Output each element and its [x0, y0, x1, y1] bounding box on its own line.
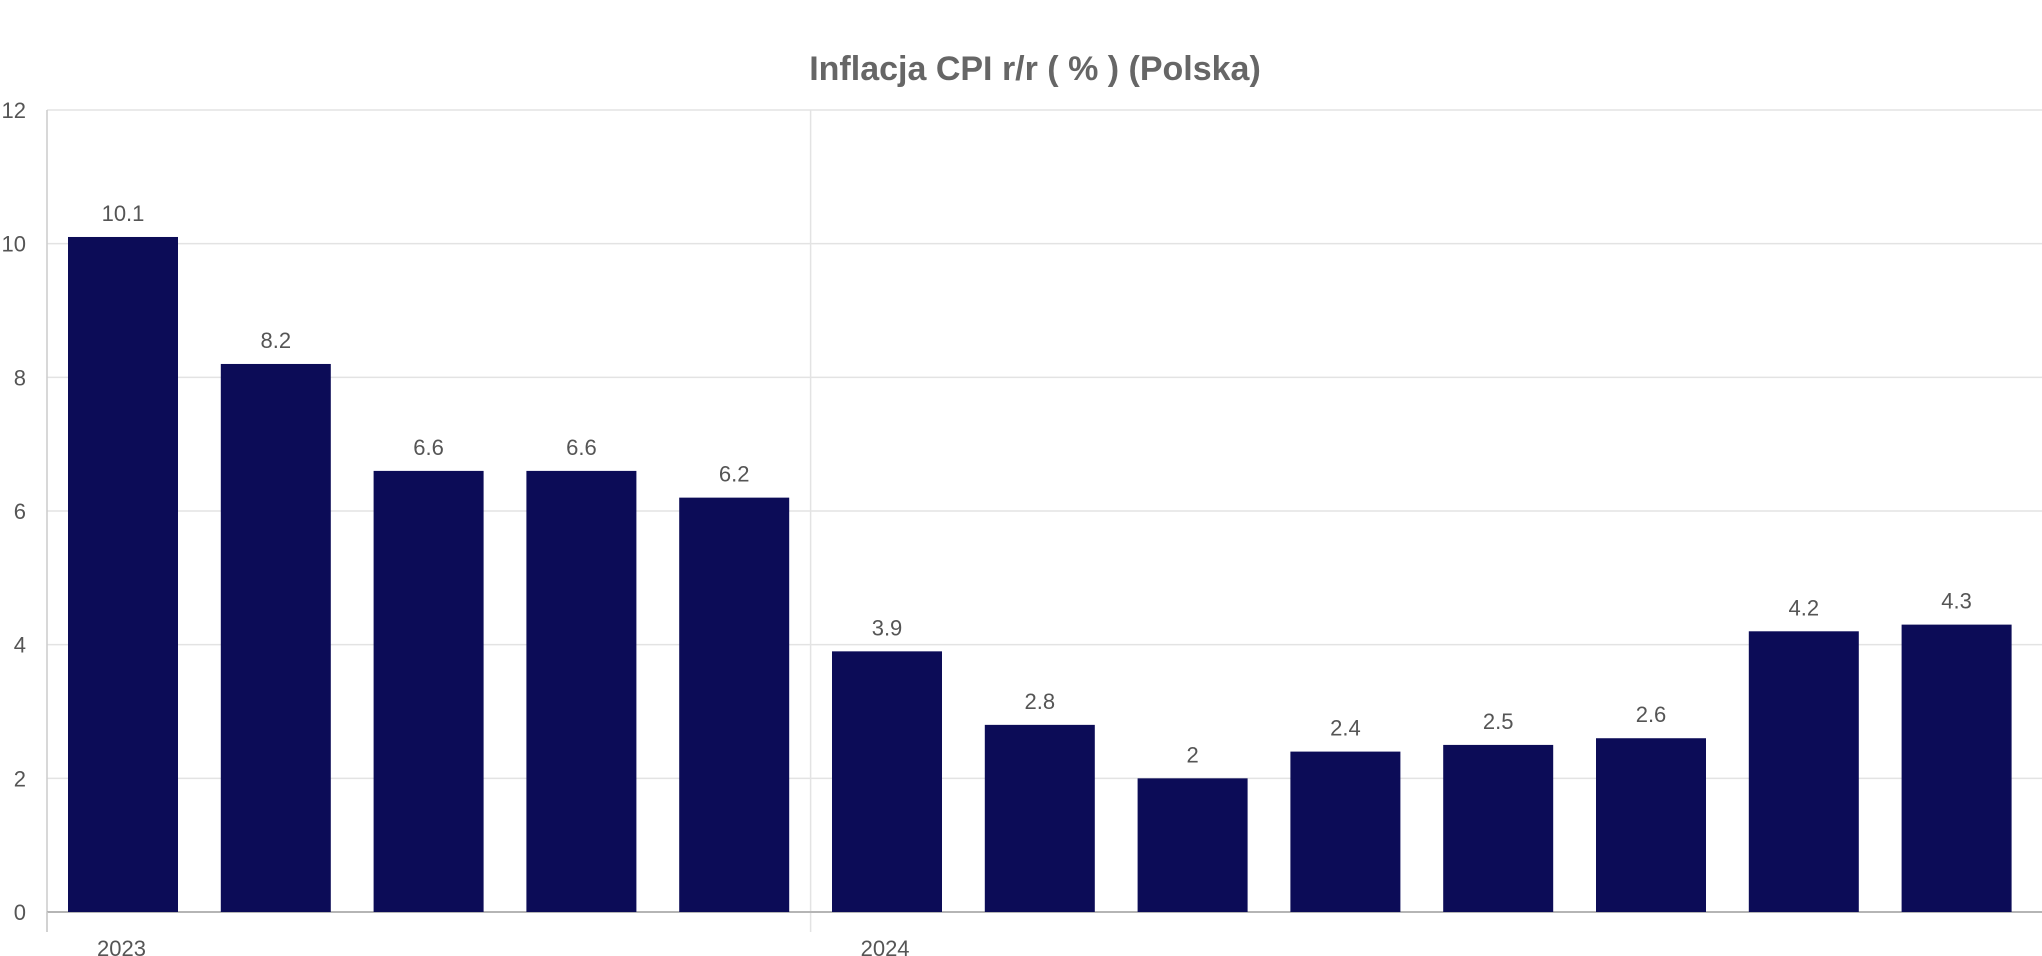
x-tick-label: 2023	[97, 936, 146, 956]
bar[interactable]	[1137, 778, 1248, 912]
bar[interactable]	[1748, 631, 1859, 912]
bar[interactable]	[984, 724, 1095, 912]
data-label: 8.2	[261, 328, 292, 353]
bar[interactable]	[832, 651, 942, 912]
chart-title: Inflacja CPI r/r ( % ) (Polska)	[809, 50, 1261, 88]
data-label: 4.3	[1941, 589, 1972, 614]
data-label: 4.2	[1789, 595, 1820, 620]
data-label: 2.5	[1483, 709, 1514, 734]
data-label: 2.8	[1025, 689, 1056, 714]
data-label: 2.6	[1636, 702, 1667, 727]
bar[interactable]	[373, 470, 484, 912]
y-tick-label: 6	[14, 499, 26, 524]
bar[interactable]	[1290, 751, 1401, 912]
x-tick-label: 2024	[861, 936, 910, 956]
bar[interactable]	[1901, 624, 2012, 912]
bar[interactable]	[526, 470, 637, 912]
data-label: 10.1	[102, 201, 145, 226]
bar[interactable]	[220, 363, 331, 912]
data-label: 6.6	[413, 435, 444, 460]
data-label: 2	[1186, 742, 1198, 767]
y-tick-label: 8	[14, 365, 26, 390]
bar[interactable]	[1596, 738, 1706, 912]
data-label: 3.9	[872, 615, 903, 640]
y-tick-label: 0	[14, 900, 26, 925]
bar[interactable]	[1443, 744, 1554, 912]
data-label: 2.4	[1330, 716, 1361, 741]
data-label: 6.6	[566, 435, 597, 460]
data-label: 6.2	[719, 462, 750, 487]
tick-labels: 0 2 4 6 8 10 12 2023 2024	[2, 98, 910, 956]
y-tick-label: 10	[2, 232, 26, 257]
bar[interactable]	[679, 497, 790, 912]
data-labels: 10.1 8.2 6.6 6.6 6.2 3.9 2.8 2 2.4 2.5 2.6 4.2 4.3	[102, 201, 1972, 767]
bar-series	[68, 236, 2012, 912]
y-tick-label: 4	[14, 633, 26, 658]
bar[interactable]	[68, 236, 178, 912]
y-tick-label: 2	[14, 766, 26, 791]
y-tick-label: 12	[2, 98, 26, 123]
